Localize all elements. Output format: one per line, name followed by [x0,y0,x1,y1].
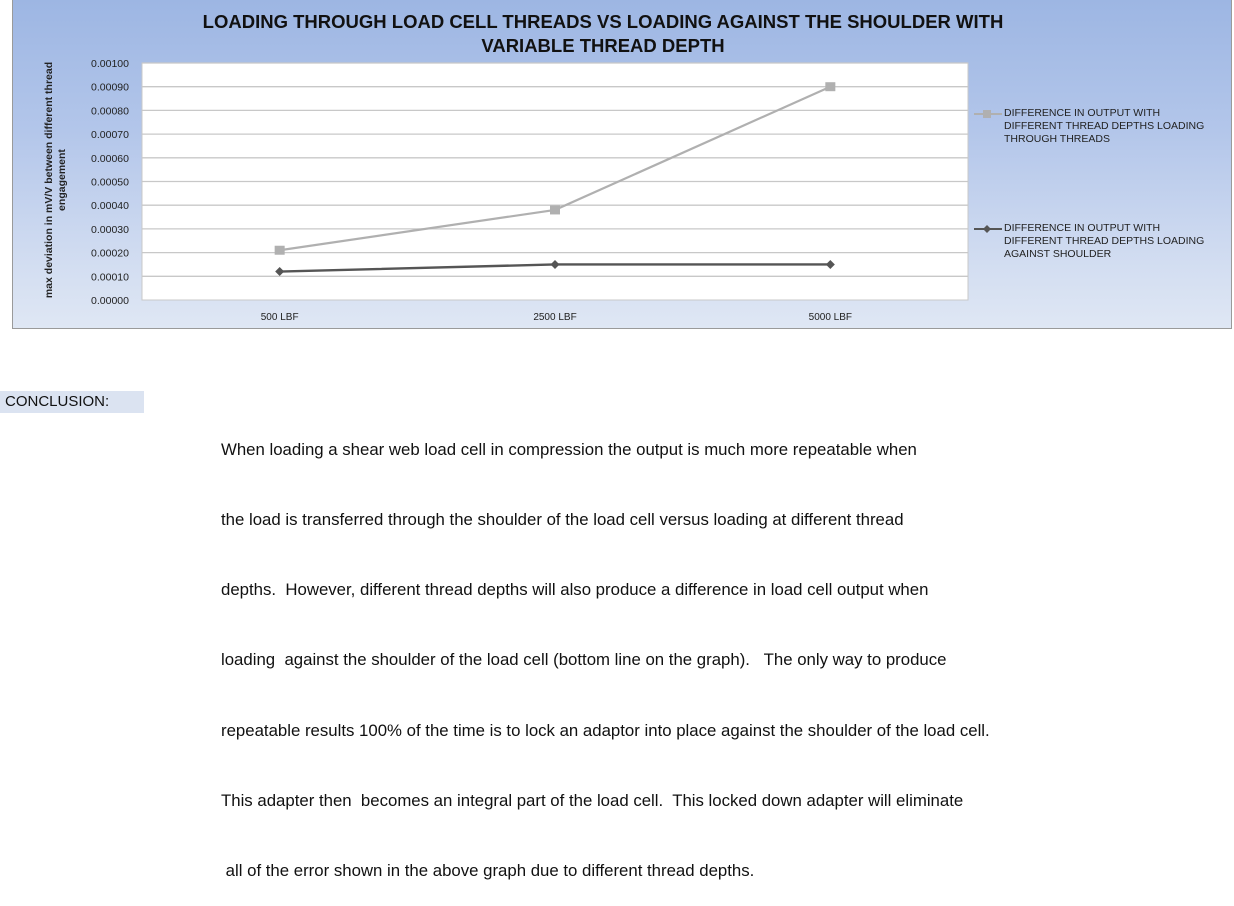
y-axis-label: max deviation in mV/V between different … [43,60,69,300]
chart-title: LOADING THROUGH LOAD CELL THREADS VS LOA… [143,10,1063,58]
data-point-square [274,245,285,255]
y-tick-label: 0.00020 [91,248,129,260]
y-tick-label: 0.00000 [91,295,129,307]
x-tick-label: 2500 LBF [533,312,576,323]
y-tick-label: 0.00090 [91,82,129,94]
data-point-square [825,82,836,92]
data-point-diamond [550,259,560,269]
legend-label-threads: DIFFERENCE IN OUTPUT WITH DIFFERENT THRE… [1004,107,1205,145]
data-point-diamond [825,259,835,269]
x-tick-label: 5000 LBF [809,312,852,323]
y-tick-label: 0.00080 [91,105,129,117]
y-tick-label: 0.00060 [91,153,129,165]
plot-area: 0.00000 0.00010 0.00020 0.00030 0.00040 0.000… [91,58,969,323]
legend-diamond-marker-icon [974,225,1002,233]
conclusion-line: repeatable results 100% of the time is t… [221,720,990,740]
y-tick-label: 0.00070 [91,129,129,141]
legend-square-marker-icon [974,110,1002,118]
conclusion-label: CONCLUSION: [0,391,144,413]
y-tick-label: 0.00010 [91,271,129,283]
legend-label-shoulder: DIFFERENCE IN OUTPUT WITH DIFFERENT THRE… [1004,222,1205,260]
conclusion-line: When loading a shear web load cell in co… [221,439,917,459]
conclusion-line: depths. However, different thread depths… [221,580,929,600]
y-axis-label-line-2: engagement [56,149,68,211]
conclusion-line: loading against the shoulder of the load… [221,650,947,670]
conclusion-line: the load is transferred through the shou… [221,510,904,530]
y-tick-label: 0.00100 [91,58,129,70]
x-tick-label: 500 LBF [261,312,299,323]
conclusion-line: all of the error shown in the above grap… [221,861,755,881]
y-axis-label-line-1: max deviation in mV/V between different … [43,61,55,299]
data-point-square [550,205,560,215]
y-tick-label: 0.00040 [91,200,129,212]
conclusion-line: This adapter then becomes an integral pa… [221,790,964,810]
chart-title-line-2: VARIABLE THREAD DEPTH [481,35,725,56]
data-point-diamond [275,267,285,277]
conclusion-text: When loading a shear web load cell in co… [221,391,1231,906]
y-tick-label: 0.00030 [91,224,129,236]
y-tick-label: 0.00050 [91,177,129,189]
chart-title-line-1: LOADING THROUGH LOAD CELL THREADS VS LOA… [202,11,1004,32]
